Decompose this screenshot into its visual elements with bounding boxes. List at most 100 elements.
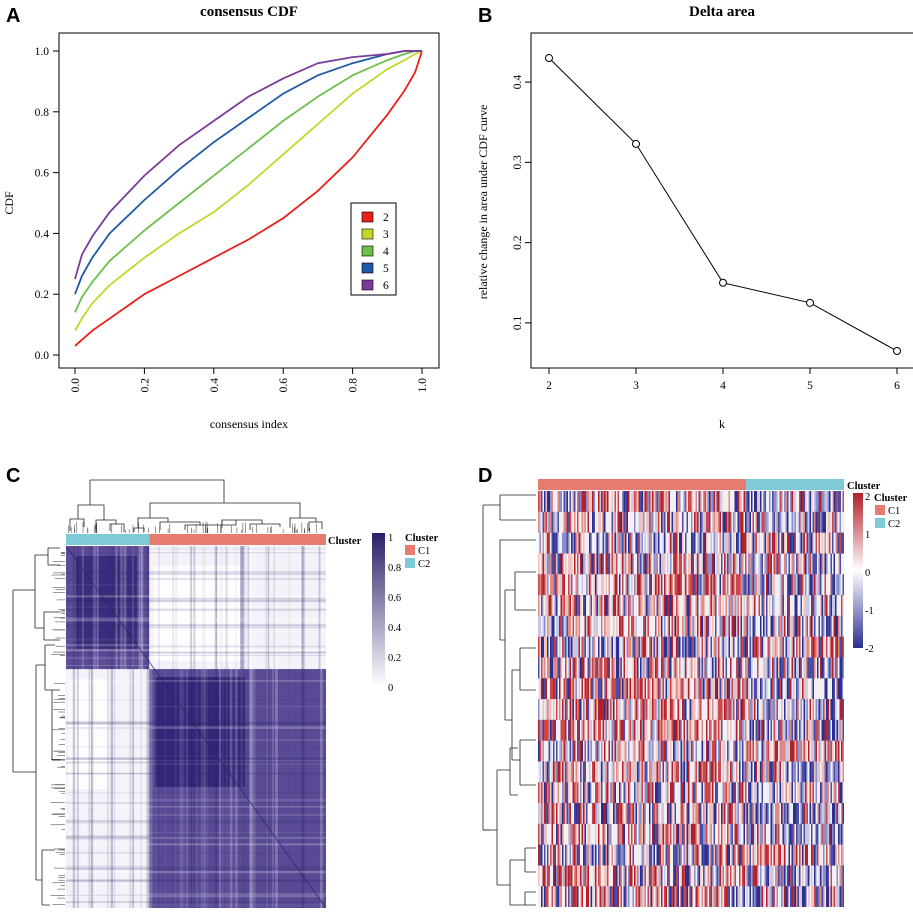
panel-d-heat-cell xyxy=(695,823,697,845)
panel-d-heat-cell xyxy=(770,823,772,845)
panel-d-heat-cell xyxy=(809,615,811,637)
panel-d-heat-cell xyxy=(685,761,687,783)
panel-d-heat-cell xyxy=(793,636,795,658)
panel-d-heat-cell xyxy=(830,844,832,866)
panel-d-heat-cell xyxy=(679,678,681,700)
panel-d-heat-cell xyxy=(563,865,565,887)
panel-d-heat-cell xyxy=(794,491,796,512)
panel-c-heat-streak-h xyxy=(66,654,326,656)
panel-d-heat-cell xyxy=(779,636,781,658)
panel-d-heat-cell xyxy=(832,761,834,783)
panel-d-heat-cell xyxy=(557,553,559,575)
panel-d-heat-cell xyxy=(800,782,802,804)
panel-d-heat-cell xyxy=(784,719,786,741)
panel-d-heat-cell xyxy=(716,511,718,533)
panel-d-heat-cell xyxy=(710,491,712,512)
panel-d-heat-cell xyxy=(727,719,729,741)
panel-d-heat-cell xyxy=(613,574,615,596)
panel-d-heat-cell xyxy=(559,657,561,679)
panel-c-colorbar-tick-label: 0 xyxy=(388,683,393,694)
panel-d-heat-cell xyxy=(842,844,844,866)
panel-d-heat-cell xyxy=(587,491,589,512)
panel-d-heat-cell xyxy=(560,657,562,679)
panel-d-heat-cell xyxy=(538,636,540,658)
panel-d-heat-cell xyxy=(595,823,597,845)
panel-d-heat-cell xyxy=(698,865,700,887)
panel-d-heat-cell xyxy=(565,740,567,762)
panel-d-heat-cell xyxy=(548,761,550,783)
panel-d-legend-swatch-c1 xyxy=(875,505,885,515)
panel-d-heat-cell xyxy=(688,761,690,783)
panel-d-heat-cell xyxy=(682,740,684,762)
panel-d-heat-cell xyxy=(547,886,549,907)
panel-c-column-dendrogram-branch xyxy=(221,519,263,528)
panel-d-heat-cell xyxy=(592,761,594,783)
panel-d-heat-cell xyxy=(581,553,583,575)
panel-d-heat-cell xyxy=(694,636,696,658)
panel-d-heat-cell xyxy=(725,636,727,658)
panel-d-heat-cell xyxy=(752,865,754,887)
panel-a-legend-swatch-6 xyxy=(361,279,374,291)
panel-d-heat-cell xyxy=(823,740,825,762)
panel-d-heat-cell xyxy=(635,615,637,637)
panel-d-heat-cell xyxy=(553,574,555,596)
panel-d-heat-cell xyxy=(655,636,657,658)
panel-d-heat-cell xyxy=(799,491,801,512)
panel-d-heat-cell xyxy=(757,636,759,658)
panel-d-heat-cell xyxy=(625,678,627,700)
panel-d-heat-cell xyxy=(604,865,606,887)
panel-d-heat-cell xyxy=(818,511,820,533)
panel-d-heat-cell xyxy=(758,844,760,866)
panel-d-heat-cell xyxy=(664,719,666,741)
panel-c-heat-streak-h xyxy=(66,644,326,647)
panel-d-heat-cell xyxy=(580,699,582,720)
panel-d-heat-cell xyxy=(620,782,622,804)
panel-d-heat-cell xyxy=(797,803,799,824)
panel-d-heat-cell xyxy=(664,699,666,720)
panel-d-heat-cell xyxy=(734,719,736,741)
panel-d-heat-cell xyxy=(710,595,712,616)
panel-d-heat-cell xyxy=(703,803,705,824)
panel-d-heat-cell xyxy=(619,595,621,616)
panel-d-heat-cell xyxy=(698,657,700,679)
panel-d-heat-cell xyxy=(787,886,789,907)
panel-d-heat-cell xyxy=(650,719,652,741)
panel-d-heat-cell xyxy=(640,699,642,720)
panel-d-heat-cell xyxy=(812,803,814,824)
panel-d-heat-cell xyxy=(836,865,838,887)
panel-c-heat-streak-v xyxy=(202,546,206,908)
panel-d-heat-cell xyxy=(736,719,738,741)
panel-d-heat-cell xyxy=(832,636,834,658)
panel-d-heat-cell xyxy=(539,740,541,762)
panel-a-line-k3 xyxy=(74,50,423,332)
panel-d-heat-cell xyxy=(589,699,591,720)
panel-d-heat-cell xyxy=(578,636,580,658)
panel-d-heat-cell xyxy=(694,761,696,783)
panel-d-heat-cell xyxy=(826,782,828,804)
panel-a-y-tick-label: 0.2 xyxy=(35,289,50,301)
panel-d-heat-cell xyxy=(770,761,772,783)
panel-d-heat-cell xyxy=(703,574,705,596)
panel-d-heat-cell xyxy=(734,491,736,512)
panel-d-heat-cell xyxy=(662,657,664,679)
panel-d-heat-cell xyxy=(646,782,648,804)
panel-d-heat-cell xyxy=(713,886,715,907)
panel-c-heat-streak-v xyxy=(200,546,204,908)
panel-d-heat-cell xyxy=(652,782,654,804)
panel-d-heat-cell xyxy=(577,491,579,512)
panel-d-heat-cell xyxy=(721,615,723,637)
panel-d-heat-cell xyxy=(548,511,550,533)
panel-d-heat-cell xyxy=(767,699,769,720)
panel-d-heat-cell xyxy=(661,491,663,512)
panel-d-heat-cell xyxy=(752,532,754,554)
panel-d-heat-cell xyxy=(625,740,627,762)
panel-d-heat-cell xyxy=(571,532,573,554)
panel-d-heat-cell xyxy=(686,511,688,533)
panel-d-heat-cell xyxy=(799,553,801,575)
panel-c-heat-streak-v xyxy=(301,546,304,908)
panel-d-heat-cell xyxy=(782,595,784,616)
panel-d-heat-cell xyxy=(625,844,627,866)
panel-d-heat-cell xyxy=(701,615,703,637)
panel-d-heat-cell xyxy=(541,553,543,575)
panel-d-heat-cell xyxy=(761,823,763,845)
